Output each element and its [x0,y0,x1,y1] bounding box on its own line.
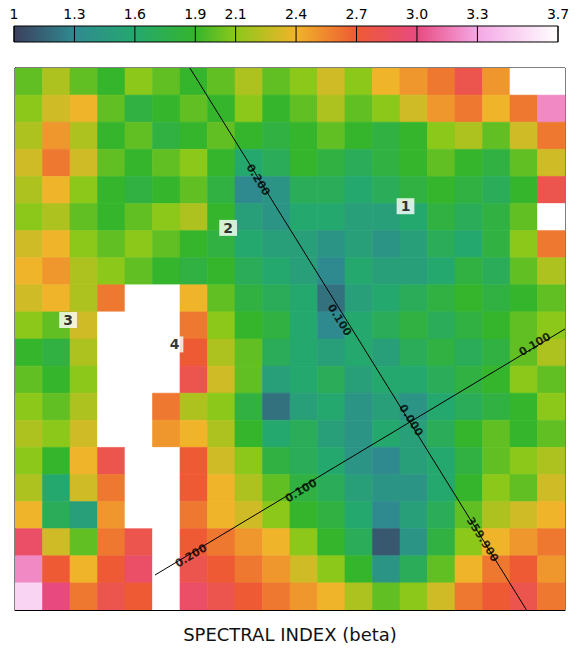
svg-text:0.200: 0.200 [173,541,210,570]
svg-text:1: 1 [10,6,19,22]
svg-text:2: 2 [223,220,233,236]
svg-text:4: 4 [170,336,180,352]
svg-text:1.9: 1.9 [184,6,206,22]
svg-text:0.100: 0.100 [283,476,320,505]
svg-text:2.4: 2.4 [285,6,307,22]
svg-text:SPECTRAL INDEX (beta): SPECTRAL INDEX (beta) [183,624,397,645]
svg-text:1.3: 1.3 [63,6,85,22]
svg-text:0.200: 0.200 [243,162,273,199]
svg-text:0.000: 0.000 [396,402,426,439]
svg-text:3.7: 3.7 [547,6,569,22]
svg-text:3: 3 [63,312,73,328]
svg-text:1.6: 1.6 [124,6,146,22]
svg-text:3.3: 3.3 [466,6,488,22]
svg-text:1: 1 [401,198,411,214]
svg-text:2.7: 2.7 [345,6,367,22]
svg-text:359.900: 359.900 [464,515,502,565]
svg-text:0.100: 0.100 [517,330,554,359]
svg-text:0.100: 0.100 [325,302,355,339]
svg-text:3.0: 3.0 [406,6,428,22]
svg-text:2.1: 2.1 [224,6,246,22]
